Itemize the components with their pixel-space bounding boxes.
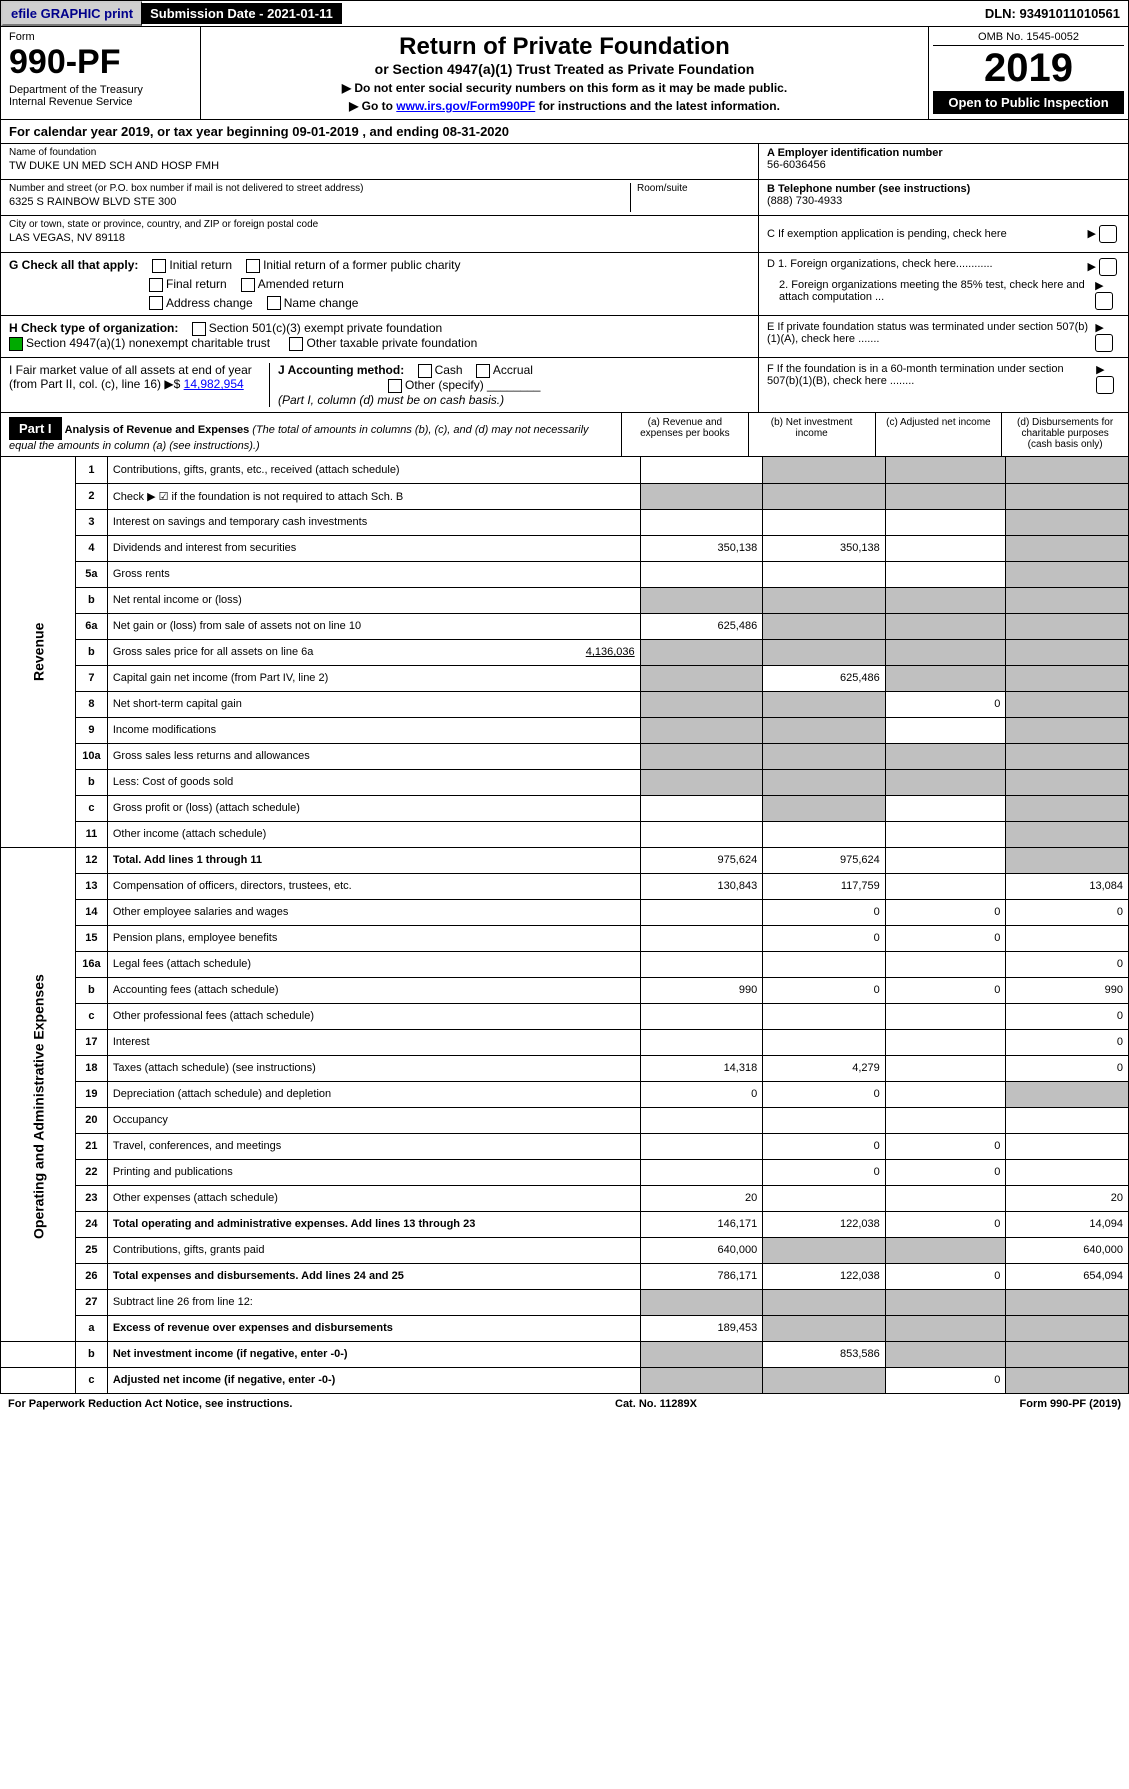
final-return-checkbox[interactable]: [149, 278, 163, 292]
ein-label: A Employer identification number: [767, 147, 1120, 159]
other-taxable-checkbox[interactable]: [289, 337, 303, 351]
h-label: H Check type of organization:: [9, 321, 178, 335]
form-number: 990-PF: [9, 43, 192, 82]
city-label: City or town, state or province, country…: [9, 219, 750, 230]
form-header: Form 990-PF Department of the Treasury I…: [0, 27, 1129, 120]
note-ssn: ▶ Do not enter social security numbers o…: [207, 81, 922, 95]
exemption-label: C If exemption application is pending, c…: [767, 228, 1007, 240]
submission-date: Submission Date - 2021-01-11: [142, 3, 342, 24]
initial-return-checkbox[interactable]: [152, 259, 166, 273]
tax-year: 2019: [933, 46, 1124, 91]
info-grid: Name of foundation TW DUKE UN MED SCH AN…: [0, 144, 1129, 253]
fmv-value[interactable]: 14,982,954: [184, 377, 244, 391]
efile-print-button[interactable]: efile GRAPHIC print: [1, 1, 142, 26]
g-label: G Check all that apply:: [9, 258, 138, 272]
ein-value: 56-6036456: [767, 159, 1120, 171]
open-public-badge: Open to Public Inspection: [933, 91, 1124, 114]
form-label: Form: [9, 31, 192, 43]
part1-badge: Part I: [9, 417, 62, 440]
name-change-checkbox[interactable]: [267, 296, 281, 310]
addr-change-checkbox[interactable]: [149, 296, 163, 310]
street-address: 6325 S RAINBOW BLVD STE 300: [9, 196, 630, 208]
col-a-header: (a) Revenue and expenses per books: [621, 413, 748, 456]
calendar-year-line: For calendar year 2019, or tax year begi…: [0, 120, 1129, 144]
j-label: J Accounting method:: [278, 363, 404, 377]
f-label: F If the foundation is in a 60-month ter…: [767, 363, 1096, 407]
expenses-sidelabel: Operating and Administrative Expenses: [1, 873, 76, 1341]
city-value: LAS VEGAS, NV 89118: [9, 232, 750, 244]
initial-former-checkbox[interactable]: [246, 259, 260, 273]
f-checkbox[interactable]: [1096, 376, 1114, 394]
paperwork-notice: For Paperwork Reduction Act Notice, see …: [8, 1398, 292, 1410]
d2-label: 2. Foreign organizations meeting the 85%…: [767, 279, 1095, 310]
e-checkbox[interactable]: [1095, 334, 1113, 352]
j-note: (Part I, column (d) must be on cash basi…: [278, 393, 504, 407]
form-title: Return of Private Foundation: [207, 33, 922, 61]
e-label: E If private foundation status was termi…: [767, 321, 1095, 352]
col-b-header: (b) Net investment income: [748, 413, 875, 456]
form-subtitle: or Section 4947(a)(1) Trust Treated as P…: [207, 61, 922, 77]
d2-checkbox[interactable]: [1095, 292, 1113, 310]
room-label: Room/suite: [637, 183, 750, 194]
other-method-checkbox[interactable]: [388, 379, 402, 393]
part1-table: Revenue 1Contributions, gifts, grants, e…: [0, 457, 1129, 1394]
note-goto: ▶ Go to www.irs.gov/Form990PF for instru…: [207, 99, 922, 113]
s4947-checkbox[interactable]: [9, 337, 23, 351]
omb-number: OMB No. 1545-0052: [933, 31, 1124, 46]
d1-checkbox[interactable]: [1099, 258, 1117, 276]
dept-label: Department of the Treasury Internal Reve…: [9, 84, 192, 108]
addr-label: Number and street (or P.O. box number if…: [9, 183, 630, 194]
form-footer-label: Form 990-PF (2019): [1020, 1398, 1121, 1410]
amended-return-checkbox[interactable]: [241, 278, 255, 292]
col-d-header: (d) Disbursements for charitable purpose…: [1001, 413, 1128, 456]
cat-number: Cat. No. 11289X: [615, 1398, 697, 1410]
phone-label: B Telephone number (see instructions): [767, 183, 1120, 195]
dln-label: DLN: 93491011010561: [977, 3, 1128, 24]
accrual-checkbox[interactable]: [476, 364, 490, 378]
cash-checkbox[interactable]: [418, 364, 432, 378]
top-bar: efile GRAPHIC print Submission Date - 20…: [0, 0, 1129, 27]
exemption-checkbox[interactable]: [1099, 225, 1117, 243]
name-label: Name of foundation: [9, 147, 750, 158]
revenue-sidelabel: Revenue: [1, 457, 76, 847]
d1-label: D 1. Foreign organizations, check here..…: [767, 258, 993, 276]
foundation-name: TW DUKE UN MED SCH AND HOSP FMH: [9, 160, 750, 172]
irs-link[interactable]: www.irs.gov/Form990PF: [396, 99, 535, 113]
col-c-header: (c) Adjusted net income: [875, 413, 1002, 456]
part1-title: Analysis of Revenue and Expenses: [65, 424, 250, 436]
s501-checkbox[interactable]: [192, 322, 206, 336]
phone-value: (888) 730-4933: [767, 195, 1120, 207]
footer: For Paperwork Reduction Act Notice, see …: [0, 1394, 1129, 1414]
